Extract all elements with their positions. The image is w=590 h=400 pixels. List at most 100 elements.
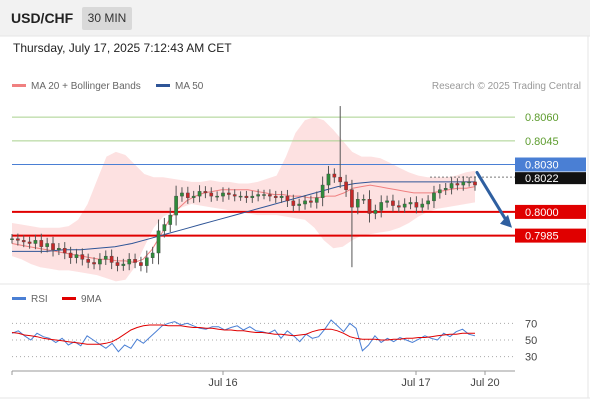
candle [74, 248, 79, 264]
candle-body [33, 240, 38, 244]
legend-swatch [12, 83, 26, 87]
candle [139, 256, 143, 272]
candle-body [250, 195, 255, 198]
candle [62, 242, 67, 260]
candle [168, 207, 173, 233]
candle [92, 257, 96, 270]
candle [68, 246, 73, 264]
legend-label: MA 20 + Bollinger Bands [31, 81, 141, 92]
candle-body [121, 263, 126, 266]
candle-body [191, 195, 196, 198]
candle [203, 186, 208, 199]
candle [309, 195, 313, 208]
candle-body [455, 183, 460, 186]
candle [432, 185, 436, 208]
candle-body [16, 238, 20, 241]
x-tick-label: Jul 16 [208, 377, 237, 389]
candle-body [326, 173, 331, 186]
candle-body [221, 192, 225, 197]
candle [408, 197, 413, 210]
candle [473, 176, 477, 191]
candle [303, 195, 307, 210]
candle [21, 235, 26, 248]
x-tick-label: Jul 20 [470, 377, 499, 389]
candle [396, 200, 401, 213]
candle [320, 176, 325, 207]
rsi-9ma-line [11, 324, 475, 345]
candle [262, 189, 266, 200]
candle [344, 174, 348, 197]
candle [162, 217, 167, 238]
candle [221, 187, 225, 202]
candle-body [139, 262, 143, 266]
forecast-arrow [475, 170, 509, 224]
candle [127, 253, 132, 271]
candle [256, 189, 260, 202]
candle-body [273, 195, 278, 198]
candle-body [350, 189, 354, 208]
candle [338, 106, 343, 189]
candle-body [109, 255, 114, 263]
candle [244, 190, 249, 203]
candle [443, 182, 448, 196]
candle-body [355, 199, 360, 208]
candle-body [68, 252, 73, 258]
candle-body [238, 195, 243, 198]
candle [385, 195, 389, 208]
candle [86, 253, 91, 269]
candle-body [174, 195, 178, 216]
candle-body [443, 188, 448, 190]
candle-body [438, 189, 442, 194]
level-label: 0.7985 [525, 231, 559, 243]
level-label: 0.8030 [525, 160, 559, 172]
candle [467, 177, 471, 187]
header-bar: USD/CHF 30 MIN [0, 0, 590, 36]
symbol-label: USD/CHF [11, 10, 74, 26]
candle-body [80, 254, 85, 260]
candle-body [391, 200, 395, 206]
candle [80, 248, 85, 266]
current-price-label: 0.8022 [525, 173, 559, 185]
candle [268, 189, 272, 202]
candle-body [291, 200, 296, 206]
candle [174, 185, 178, 226]
timeframe-button[interactable]: 30 MIN [82, 7, 132, 30]
ma50-line [12, 181, 475, 252]
rsi-tick-label: 70 [525, 318, 537, 330]
candle-body [150, 252, 155, 258]
candle [273, 190, 278, 203]
candle [10, 234, 14, 244]
candle [215, 191, 219, 201]
candle-body [467, 181, 471, 184]
candle-body [420, 203, 425, 208]
legend-label: RSI [31, 294, 48, 305]
candle-body [10, 238, 14, 240]
candle-body [127, 259, 132, 265]
candle [367, 190, 372, 223]
ma20-line [11, 184, 476, 264]
candle-body [268, 194, 272, 197]
rsi-tick-label: 30 [525, 352, 537, 364]
candle-body [414, 202, 419, 208]
candle [438, 184, 442, 199]
rsi-tick-label: 50 [525, 335, 537, 347]
candle-body [39, 240, 44, 247]
bollinger-band-area [12, 117, 475, 282]
candle-body [74, 254, 79, 258]
candle [402, 198, 407, 213]
legend-label: MA 50 [175, 81, 204, 92]
candle-body [21, 240, 26, 243]
candle [144, 250, 149, 273]
candle [197, 185, 202, 203]
legend-ma20-bollinger: MA 20 + Bollinger Bands [12, 81, 141, 92]
level-label: 0.8060 [525, 112, 559, 124]
candle [461, 176, 466, 191]
candle [314, 191, 319, 209]
candle [297, 198, 301, 211]
candle-body [396, 205, 401, 208]
candle-body [62, 248, 67, 254]
candle [103, 250, 108, 265]
candle [232, 189, 237, 202]
candle [355, 192, 360, 215]
candle-body [232, 194, 237, 197]
